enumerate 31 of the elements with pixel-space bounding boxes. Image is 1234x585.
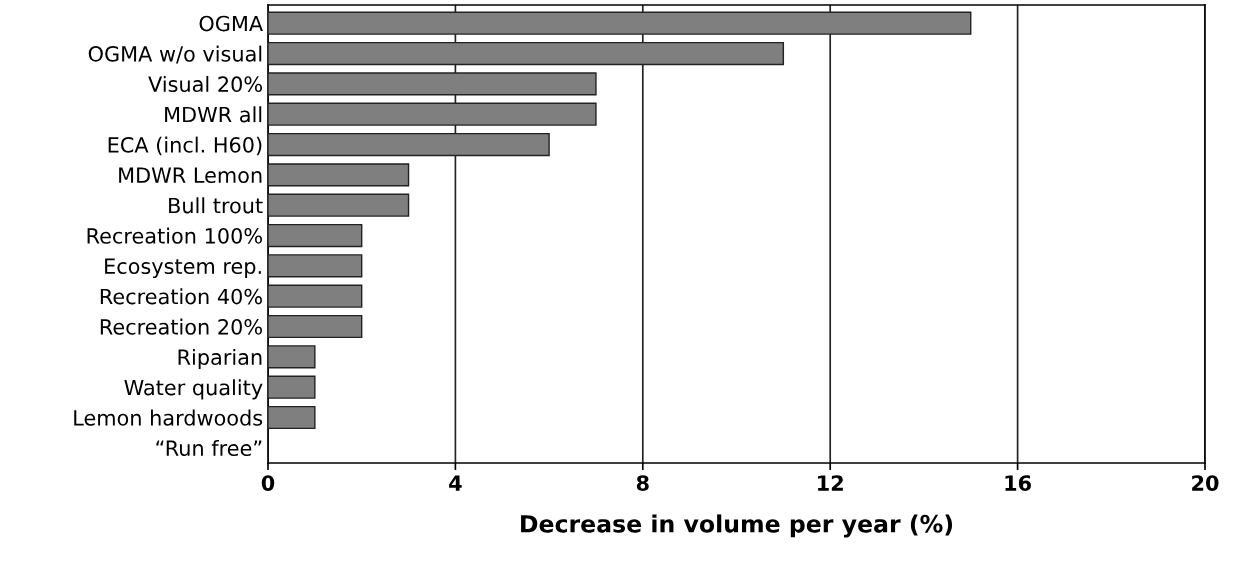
y-tick-label: “Run free” <box>156 439 262 457</box>
x-tick-label: 8 <box>636 475 649 491</box>
y-tick-label: Recreation 100% <box>87 227 262 244</box>
bar <box>268 284 363 308</box>
y-tick-label: Recreation 40% <box>100 288 262 305</box>
x-axis-title: Decrease in volume per year (%) <box>521 514 953 538</box>
y-tick-label: Recreation 20% <box>100 318 262 335</box>
y-tick-label: Riparian <box>178 348 262 370</box>
y-tick-label: MDWR all <box>165 106 262 123</box>
bar <box>268 254 363 278</box>
bar <box>268 193 410 217</box>
y-tick-label: MDWR Lemon <box>119 167 262 184</box>
x-tick-label: 4 <box>449 475 462 491</box>
y-tick-label: OGMA <box>199 15 263 32</box>
y-tick-label: Ecosystem rep. <box>105 258 261 279</box>
bar <box>268 314 363 339</box>
y-tick-label: OGMA w/o visual <box>88 45 262 64</box>
bar <box>268 223 363 248</box>
y-tick-label: Visual 20% <box>148 75 262 93</box>
y-tick-label: Lemon hardwoods <box>74 409 263 426</box>
x-tick-label: 20 <box>1192 475 1219 491</box>
x-tick-label: 12 <box>818 475 843 491</box>
bar <box>268 375 316 399</box>
x-tick-label: 0 <box>261 475 275 491</box>
y-tick-label: ECA (incl. H60) <box>108 136 262 156</box>
bar <box>268 405 316 430</box>
bar <box>268 163 410 187</box>
x-tick-label: 16 <box>1005 475 1031 491</box>
y-tick-label: Bull trout <box>169 197 263 214</box>
y-tick-label: Water quality <box>124 379 263 400</box>
bar <box>268 345 316 369</box>
